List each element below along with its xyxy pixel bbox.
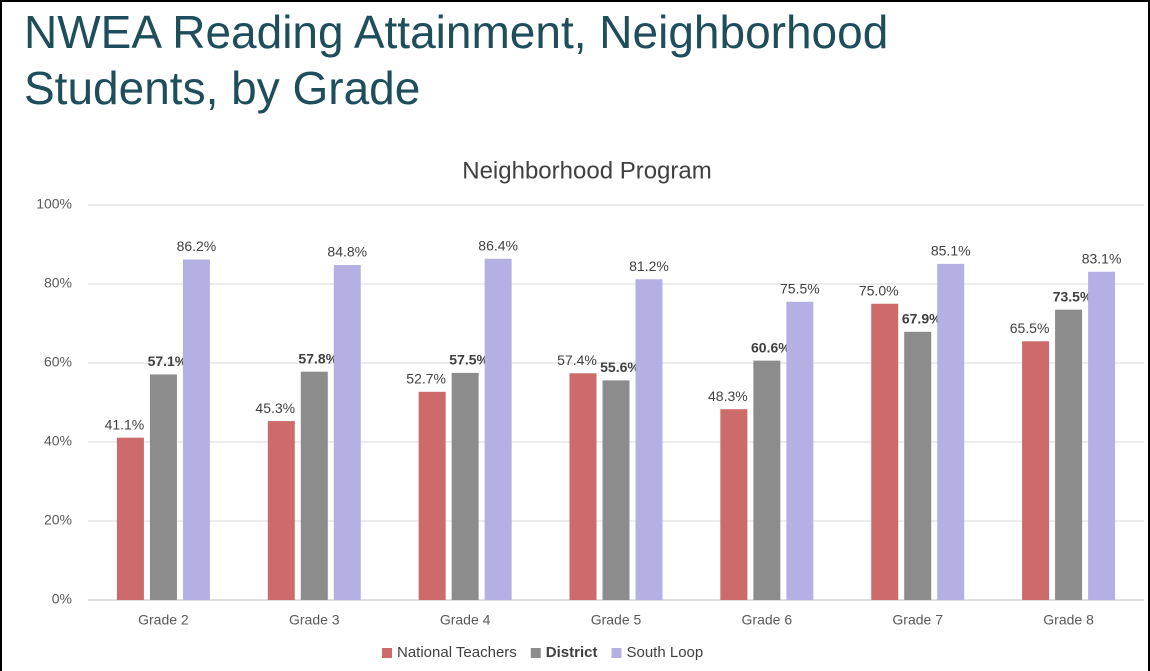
y-tick-label: 40% xyxy=(44,433,72,449)
x-tick-label: Grade 3 xyxy=(289,612,340,628)
bar xyxy=(635,279,663,600)
data-label: 75.5% xyxy=(780,280,820,296)
data-label: 81.2% xyxy=(629,258,669,274)
data-label: 57.5% xyxy=(449,352,489,368)
data-label: 65.5% xyxy=(1010,320,1050,336)
legend-label: District xyxy=(546,644,598,661)
data-label: 85.1% xyxy=(931,243,971,259)
data-label: 75.0% xyxy=(859,282,899,298)
data-label: 55.6% xyxy=(600,359,640,375)
legend-label: National Teachers xyxy=(397,644,517,661)
y-tick-label: 100% xyxy=(36,196,72,212)
x-tick-label: Grade 6 xyxy=(742,612,793,628)
bar xyxy=(1088,271,1116,600)
data-label: 84.8% xyxy=(327,244,367,260)
legend-swatch xyxy=(530,648,541,658)
bar xyxy=(1022,341,1050,600)
x-tick-label: Grade 8 xyxy=(1043,612,1094,628)
y-tick-label: 60% xyxy=(44,354,72,370)
bar xyxy=(786,301,814,600)
bar xyxy=(333,265,361,600)
bar xyxy=(484,258,512,600)
legend-label: South Loop xyxy=(626,644,703,661)
y-tick-label: 20% xyxy=(44,512,72,528)
data-label: 73.5% xyxy=(1053,288,1093,304)
data-label: 86.2% xyxy=(177,238,217,254)
bar xyxy=(871,303,899,600)
x-tick-label: Grade 7 xyxy=(892,612,943,628)
y-tick-label: 80% xyxy=(44,275,72,291)
bar xyxy=(753,360,781,600)
bar xyxy=(267,421,295,600)
bar xyxy=(300,371,328,600)
bar xyxy=(720,409,748,600)
chart-title: Neighborhood Program xyxy=(462,157,711,184)
bar xyxy=(1055,309,1083,600)
bar xyxy=(182,259,210,600)
data-label: 86.4% xyxy=(478,237,518,253)
bar xyxy=(451,372,479,600)
bar xyxy=(602,380,630,600)
legend-swatch xyxy=(611,648,622,658)
data-label: 45.3% xyxy=(255,400,295,416)
x-tick-label: Grade 2 xyxy=(138,612,189,628)
slide-title: Students, by Grade xyxy=(24,62,420,114)
bar xyxy=(569,373,597,600)
data-label: 83.1% xyxy=(1082,250,1122,266)
data-label: 67.9% xyxy=(902,310,942,326)
data-label: 60.6% xyxy=(751,339,791,355)
bar xyxy=(418,391,446,600)
y-tick-label: 0% xyxy=(52,591,72,607)
x-tick-label: Grade 4 xyxy=(440,612,491,628)
bar xyxy=(116,437,144,600)
data-label: 57.1% xyxy=(148,353,188,369)
legend-swatch xyxy=(382,648,392,658)
slide-title: NWEA Reading Attainment, Neighborhood xyxy=(24,6,888,58)
bar xyxy=(149,374,177,600)
bar xyxy=(904,331,932,600)
bar xyxy=(937,263,965,600)
data-label: 48.3% xyxy=(708,388,748,404)
x-tick-label: Grade 5 xyxy=(591,612,642,628)
data-label: 57.4% xyxy=(557,352,597,368)
data-label: 57.8% xyxy=(298,350,338,366)
data-label: 52.7% xyxy=(406,371,446,387)
data-label: 41.1% xyxy=(105,416,145,432)
